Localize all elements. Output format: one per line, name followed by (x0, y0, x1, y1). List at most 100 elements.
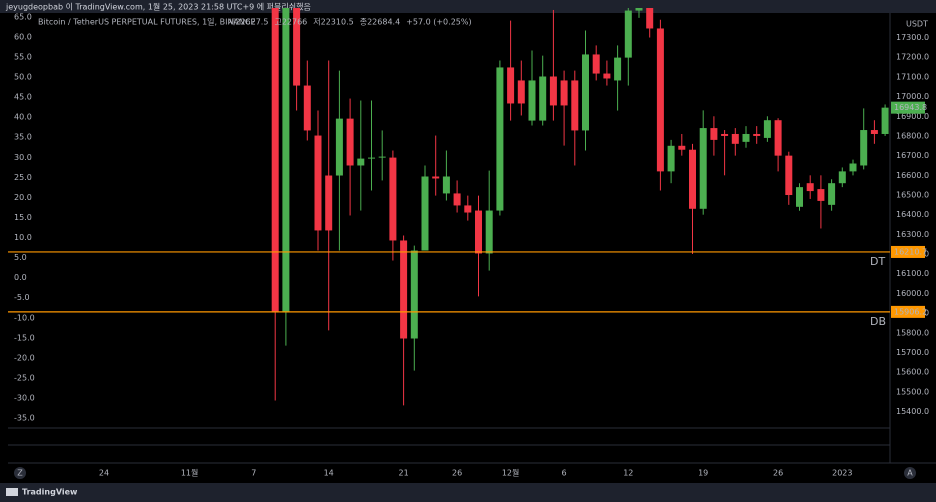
candle-body (860, 130, 868, 166)
y2-tick-label: 0.0 (14, 273, 27, 282)
candle-body (678, 145, 686, 150)
last-price-label: 16943.8 (894, 103, 927, 112)
y2-tick-label: 20.0 (14, 193, 32, 202)
overlay: Bitcoin / TetherUS PERPETUAL FUTURES, 1일… (8, 12, 929, 478)
candle-body (539, 76, 547, 121)
currency: USDT (906, 20, 928, 29)
x-tick-label: 6 (562, 469, 567, 478)
y-tick-label: 17300.0 (896, 33, 929, 42)
candle-body (710, 128, 718, 140)
y2-tick-label: 25.0 (14, 173, 32, 182)
candle-body (410, 250, 418, 339)
button[interactable] (904, 467, 916, 479)
candle-body (806, 183, 814, 192)
candle-body (646, 8, 654, 29)
y2-tick-label: 45.0 (14, 93, 32, 102)
candle-body (549, 76, 557, 106)
y-tick-label: 16500.0 (896, 191, 929, 200)
x-tick-label: 19 (698, 469, 708, 478)
footer-logo: TradingView (22, 488, 78, 497)
candle-body (571, 80, 579, 131)
y2-tick-label: 60.0 (14, 32, 32, 41)
y-tick-label: 16700.0 (896, 151, 929, 160)
candle-body (774, 120, 782, 156)
chart-title: Bitcoin / TetherUS PERPETUAL FUTURES, 1일… (38, 18, 256, 27)
button[interactable] (14, 467, 26, 479)
ohlc-info: 저22310.5 (313, 18, 353, 27)
candle-body (796, 187, 803, 207)
candle-body (464, 205, 472, 213)
ohlc-info: 종22684.4 (360, 18, 400, 27)
candle-body (432, 176, 440, 179)
candle-body (592, 54, 600, 74)
x-tick-label: 12월 (502, 468, 520, 478)
y-tick-label: 15500.0 (896, 387, 929, 396)
x-tick-label: 2023 (832, 469, 852, 478)
y2-tick-label: -30.0 (14, 394, 35, 403)
button-label[interactable]: A (907, 469, 913, 478)
candle-body (282, 8, 290, 313)
y-tick-label: 16400.0 (896, 210, 929, 219)
y-tick-label: 15400.0 (896, 407, 929, 416)
candle-body (560, 80, 568, 106)
y2-tick-label: -15.0 (14, 333, 35, 342)
y2-tick-label: 15.0 (14, 213, 32, 222)
y2-tick-label: 50.0 (14, 73, 32, 82)
candle-body (635, 8, 643, 11)
candle-body (303, 85, 311, 131)
y-tick-label: 16900.0 (896, 112, 929, 121)
candle-body (389, 157, 397, 241)
y2-tick-label: -25.0 (14, 373, 35, 382)
y-tick-label: 16300.0 (896, 230, 929, 239)
candle-body (517, 80, 525, 104)
candle-body (753, 133, 761, 136)
y-tick-label: 15700.0 (896, 348, 929, 357)
candle-body (870, 130, 878, 134)
candle-body (475, 210, 482, 254)
y2-tick-label: -5.0 (14, 293, 30, 302)
y2-tick-label: 40.0 (14, 113, 32, 122)
candle-body (721, 133, 729, 136)
ohlc-info: +57.0 (+0.25%) (406, 18, 471, 27)
candle-body (667, 145, 675, 172)
candle-body (271, 8, 279, 313)
candle-body (603, 73, 611, 79)
button-label[interactable]: Z (17, 469, 23, 478)
x-tick-label: 14 (324, 469, 334, 478)
x-tick-label: 11월 (181, 468, 199, 478)
y2-tick-label: -35.0 (14, 414, 35, 423)
candle-body (453, 193, 461, 206)
y-tick-label: 16800.0 (896, 131, 929, 140)
level-price-box (891, 305, 925, 318)
y-tick-label: 17000.0 (896, 92, 929, 101)
candle-body (817, 189, 825, 201)
candle-body (582, 54, 589, 131)
y-tick-label: 16100.0 (896, 269, 929, 278)
candle-body (656, 28, 664, 172)
plot (271, 8, 889, 406)
y2-tick-label: 55.0 (14, 52, 32, 61)
candle-body (314, 135, 322, 231)
candle-body (785, 155, 793, 196)
candle-body (742, 133, 750, 142)
candle-body (689, 149, 696, 209)
x-tick-label: 12 (623, 469, 633, 478)
y2-tick-label: 5.0 (14, 253, 27, 262)
y-tick-label: 15600.0 (896, 368, 929, 377)
candle-body (335, 118, 343, 176)
candle-body (485, 210, 493, 254)
level-name: DB (870, 315, 886, 328)
x-tick-label: 26 (452, 469, 462, 478)
candle-body (507, 67, 515, 104)
candle-body (624, 10, 632, 58)
y2-tick-label: 65.0 (14, 12, 32, 21)
candle-body (763, 120, 771, 138)
candle-body (357, 158, 365, 166)
y2-tick-label: -10.0 (14, 313, 35, 322)
candle-body (614, 57, 622, 81)
candle-body (368, 157, 375, 159)
y2-tick-label: 10.0 (14, 233, 32, 242)
candle-body (528, 80, 536, 121)
y2-tick-label: 35.0 (14, 133, 32, 142)
